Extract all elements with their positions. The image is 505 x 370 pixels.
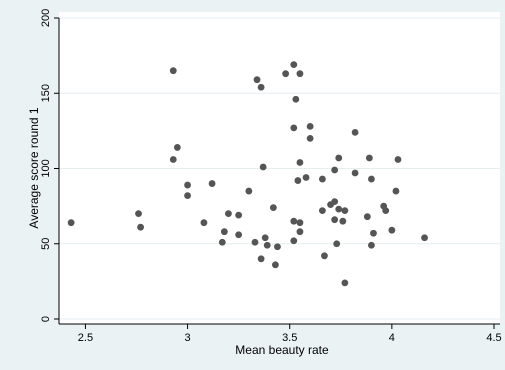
data-point	[335, 205, 343, 213]
data-point	[394, 156, 402, 163]
data-point	[225, 210, 232, 218]
data-point	[169, 67, 177, 75]
data-point	[341, 279, 349, 287]
data-point	[173, 144, 181, 151]
y-tick-label: 150	[40, 84, 52, 102]
data-point	[331, 198, 339, 206]
data-point	[184, 181, 191, 189]
data-point	[392, 187, 400, 195]
data-point	[259, 163, 267, 171]
data-point	[331, 216, 339, 224]
data-point	[235, 211, 243, 219]
data-point	[290, 124, 298, 132]
data-point	[218, 238, 226, 246]
x-tick-label: 3	[185, 332, 191, 344]
data-point	[306, 135, 314, 142]
data-point	[272, 261, 279, 269]
data-point	[137, 223, 144, 231]
data-point	[421, 234, 428, 242]
data-point	[296, 159, 304, 166]
data-point	[341, 207, 349, 215]
data-point	[269, 204, 277, 212]
data-point	[251, 238, 259, 246]
data-point	[368, 175, 375, 183]
data-point	[321, 252, 328, 260]
y-tick-label: 100	[40, 159, 52, 177]
data-point	[290, 61, 298, 69]
data-point	[169, 156, 177, 163]
data-point	[331, 166, 339, 174]
data-point	[335, 154, 343, 162]
data-point	[257, 83, 265, 91]
data-point	[339, 217, 347, 225]
data-point	[306, 122, 314, 130]
data-point	[370, 229, 377, 237]
data-point	[294, 177, 302, 184]
gridlines	[59, 17, 500, 320]
data-point	[67, 219, 75, 227]
y-tick-label: 50	[40, 238, 52, 250]
x-tick-label: 2.5	[78, 332, 93, 344]
data-point	[290, 217, 298, 225]
data-point	[319, 207, 326, 215]
data-point	[302, 174, 310, 181]
data-point	[208, 180, 216, 187]
data-point	[351, 169, 359, 177]
ticks: 0 50 100 150 200 2.5 3 3.5 4 4.5	[40, 9, 502, 344]
data-point	[368, 241, 375, 249]
data-point	[351, 128, 359, 136]
data-point	[296, 70, 304, 78]
data-point	[296, 219, 304, 227]
data-point	[184, 192, 191, 199]
data-point	[290, 237, 298, 245]
data-point	[365, 154, 373, 162]
data-point	[257, 255, 265, 263]
y-tick-label: 200	[40, 9, 52, 27]
data-point	[245, 187, 253, 195]
y-tick-label: 0	[40, 316, 52, 322]
x-axis-label: Mean beauty rate	[235, 343, 329, 357]
data-point	[388, 226, 396, 234]
y-axis-label: Average score round 1	[27, 107, 41, 229]
data-points	[67, 61, 428, 287]
data-point	[200, 219, 208, 227]
data-point	[382, 207, 390, 215]
axes	[58, 18, 500, 325]
data-point	[333, 240, 341, 248]
data-point	[319, 175, 326, 183]
data-point	[253, 76, 261, 84]
data-point	[292, 95, 300, 103]
x-tick-label: 4	[389, 332, 395, 344]
data-point	[220, 228, 228, 236]
data-point	[235, 231, 243, 239]
x-tick-label: 4.5	[486, 332, 501, 344]
x-tick-label: 3.5	[282, 332, 297, 344]
data-point	[135, 210, 142, 218]
data-point	[282, 70, 290, 78]
data-point	[363, 213, 371, 221]
data-point	[263, 241, 271, 249]
data-point	[296, 228, 304, 236]
data-point	[274, 243, 281, 251]
data-point	[261, 234, 269, 242]
